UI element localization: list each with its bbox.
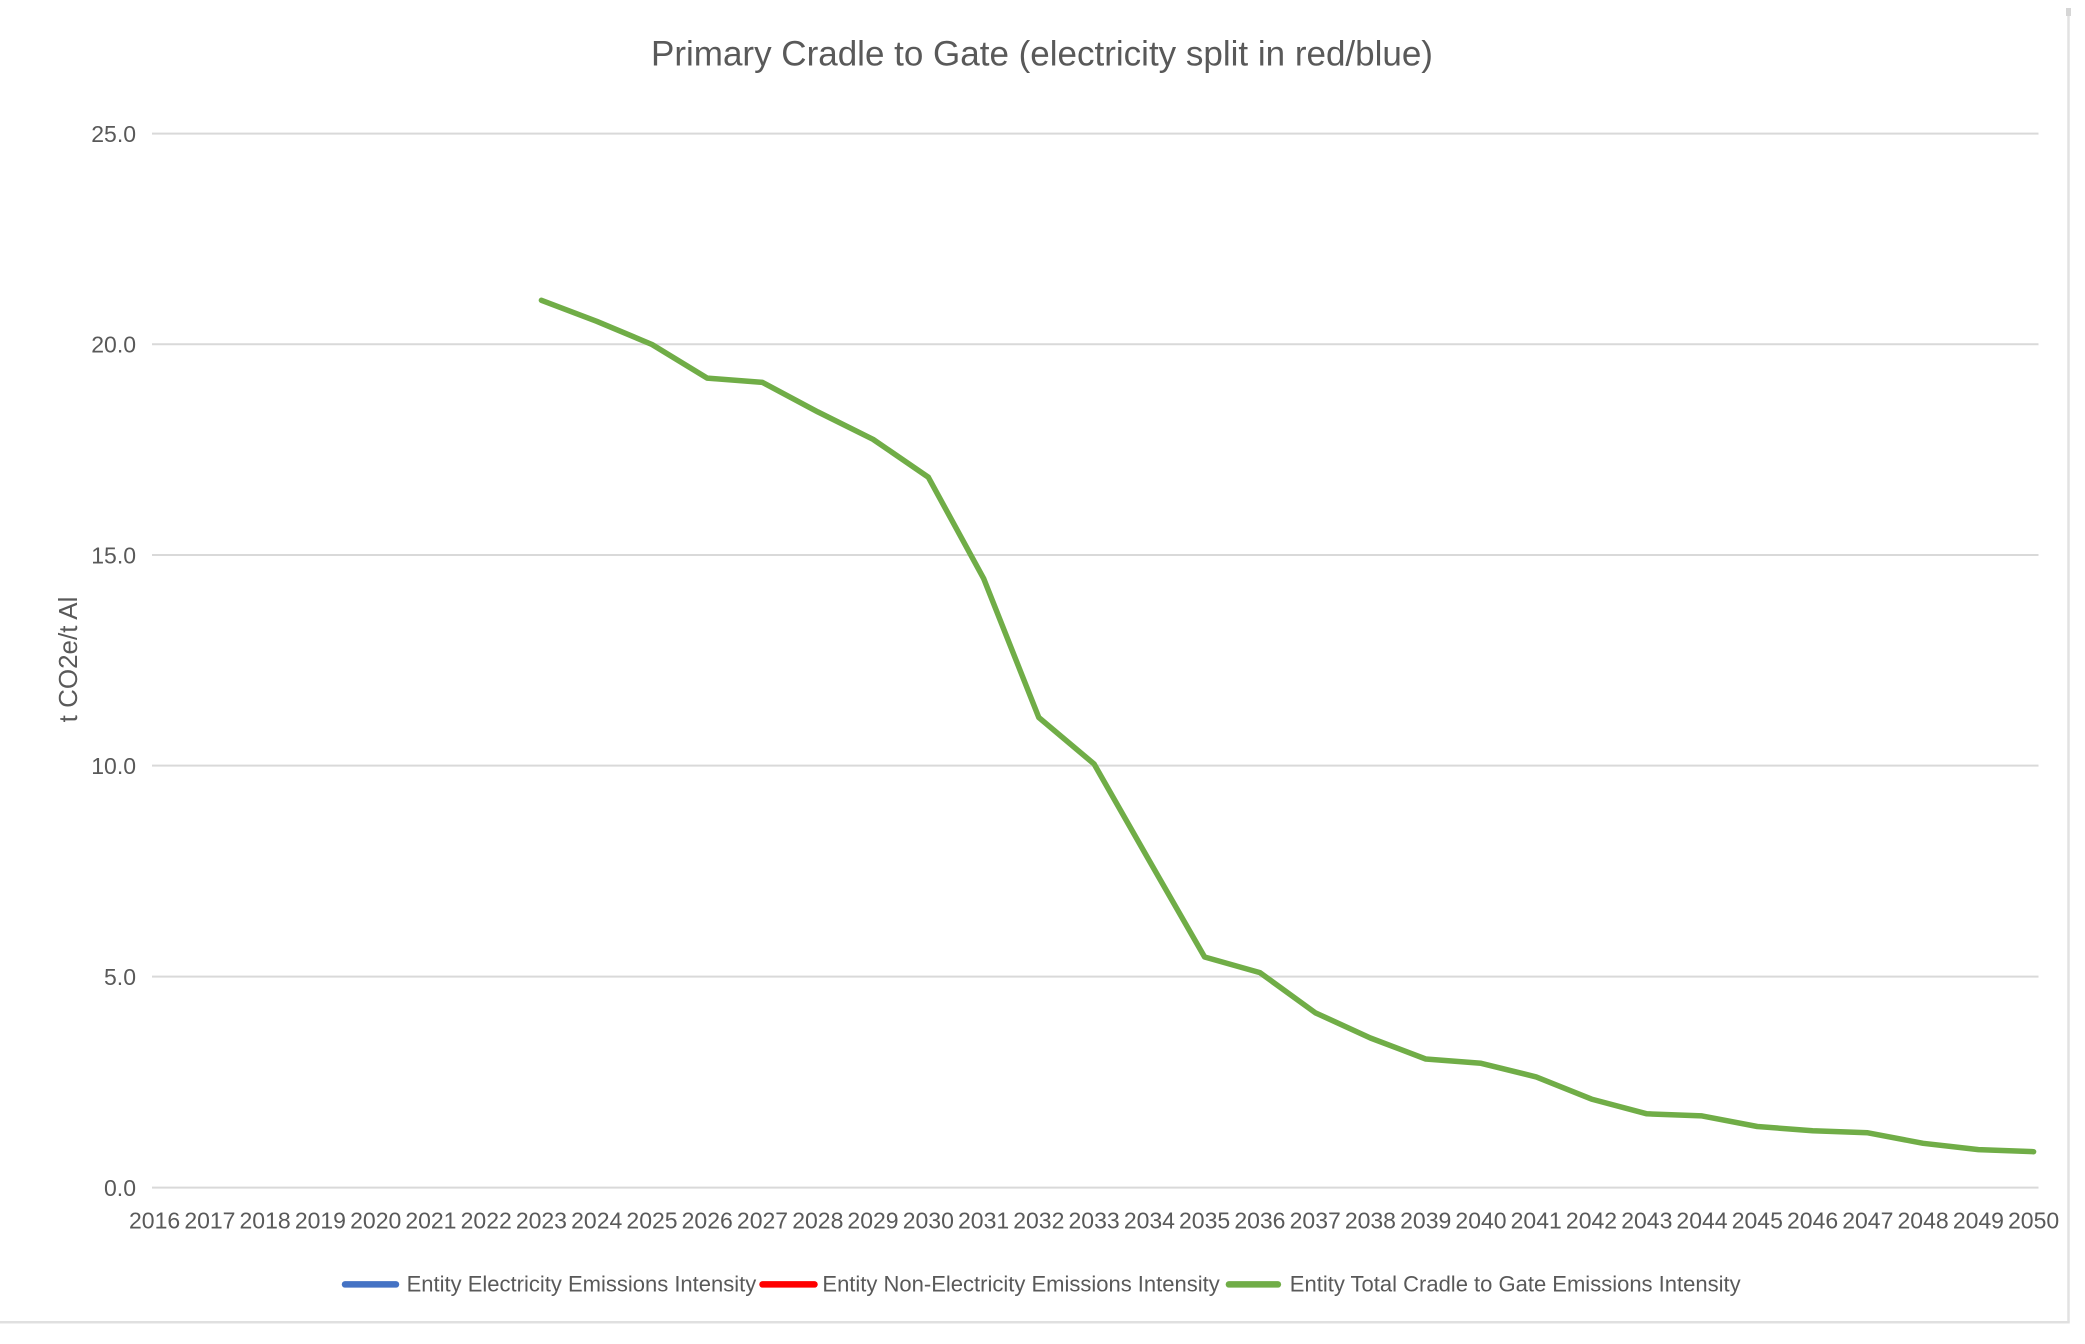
svg-text:2021: 2021 — [405, 1208, 456, 1234]
svg-text:2037: 2037 — [1290, 1208, 1341, 1234]
svg-text:2043: 2043 — [1621, 1208, 1672, 1234]
svg-text:2028: 2028 — [792, 1208, 843, 1234]
svg-text:2032: 2032 — [1013, 1208, 1064, 1234]
svg-text:2022: 2022 — [461, 1208, 512, 1234]
svg-text:10.0: 10.0 — [91, 753, 136, 779]
svg-text:2038: 2038 — [1345, 1208, 1396, 1234]
svg-text:2042: 2042 — [1566, 1208, 1617, 1234]
svg-text:2045: 2045 — [1732, 1208, 1783, 1234]
svg-text:2047: 2047 — [1842, 1208, 1893, 1234]
svg-text:2050: 2050 — [2008, 1208, 2059, 1234]
svg-text:t CO2e/t Al: t CO2e/t Al — [53, 597, 83, 723]
svg-text:2017: 2017 — [184, 1208, 235, 1234]
svg-text:25.0: 25.0 — [91, 121, 136, 147]
svg-text:2016: 2016 — [129, 1208, 180, 1234]
svg-text:Entity Non-Electricity Emissio: Entity Non-Electricity Emissions Intensi… — [822, 1272, 1219, 1297]
svg-text:2018: 2018 — [240, 1208, 291, 1234]
svg-text:2040: 2040 — [1455, 1208, 1506, 1234]
svg-text:2046: 2046 — [1787, 1208, 1838, 1234]
svg-text:2041: 2041 — [1511, 1208, 1562, 1234]
svg-text:2048: 2048 — [1898, 1208, 1949, 1234]
svg-text:2026: 2026 — [682, 1208, 733, 1234]
svg-text:2033: 2033 — [1069, 1208, 1120, 1234]
svg-text:2049: 2049 — [1953, 1208, 2004, 1234]
svg-text:2044: 2044 — [1676, 1208, 1727, 1234]
svg-text:2020: 2020 — [350, 1208, 401, 1234]
svg-text:2031: 2031 — [958, 1208, 1009, 1234]
svg-text:2030: 2030 — [903, 1208, 954, 1234]
svg-text:Primary Cradle to Gate (electr: Primary Cradle to Gate (electricity spli… — [651, 34, 1433, 73]
svg-text:15.0: 15.0 — [91, 542, 136, 568]
svg-text:2035: 2035 — [1179, 1208, 1230, 1234]
svg-text:2034: 2034 — [1124, 1208, 1175, 1234]
svg-text:2025: 2025 — [626, 1208, 677, 1234]
svg-text:2027: 2027 — [737, 1208, 788, 1234]
svg-text:2024: 2024 — [571, 1208, 622, 1234]
svg-text:20.0: 20.0 — [91, 332, 136, 358]
svg-text:5.0: 5.0 — [104, 964, 136, 990]
svg-text:0.0: 0.0 — [104, 1175, 136, 1201]
svg-text:Entity Electricity Emissions I: Entity Electricity Emissions Intensity — [407, 1272, 757, 1297]
svg-text:2019: 2019 — [295, 1208, 346, 1234]
svg-text:2023: 2023 — [516, 1208, 567, 1234]
svg-text:2029: 2029 — [847, 1208, 898, 1234]
svg-text:2036: 2036 — [1234, 1208, 1285, 1234]
svg-text:2039: 2039 — [1400, 1208, 1451, 1234]
svg-text:Entity Total Cradle to Gate Em: Entity Total Cradle to Gate Emissions In… — [1290, 1272, 1741, 1297]
